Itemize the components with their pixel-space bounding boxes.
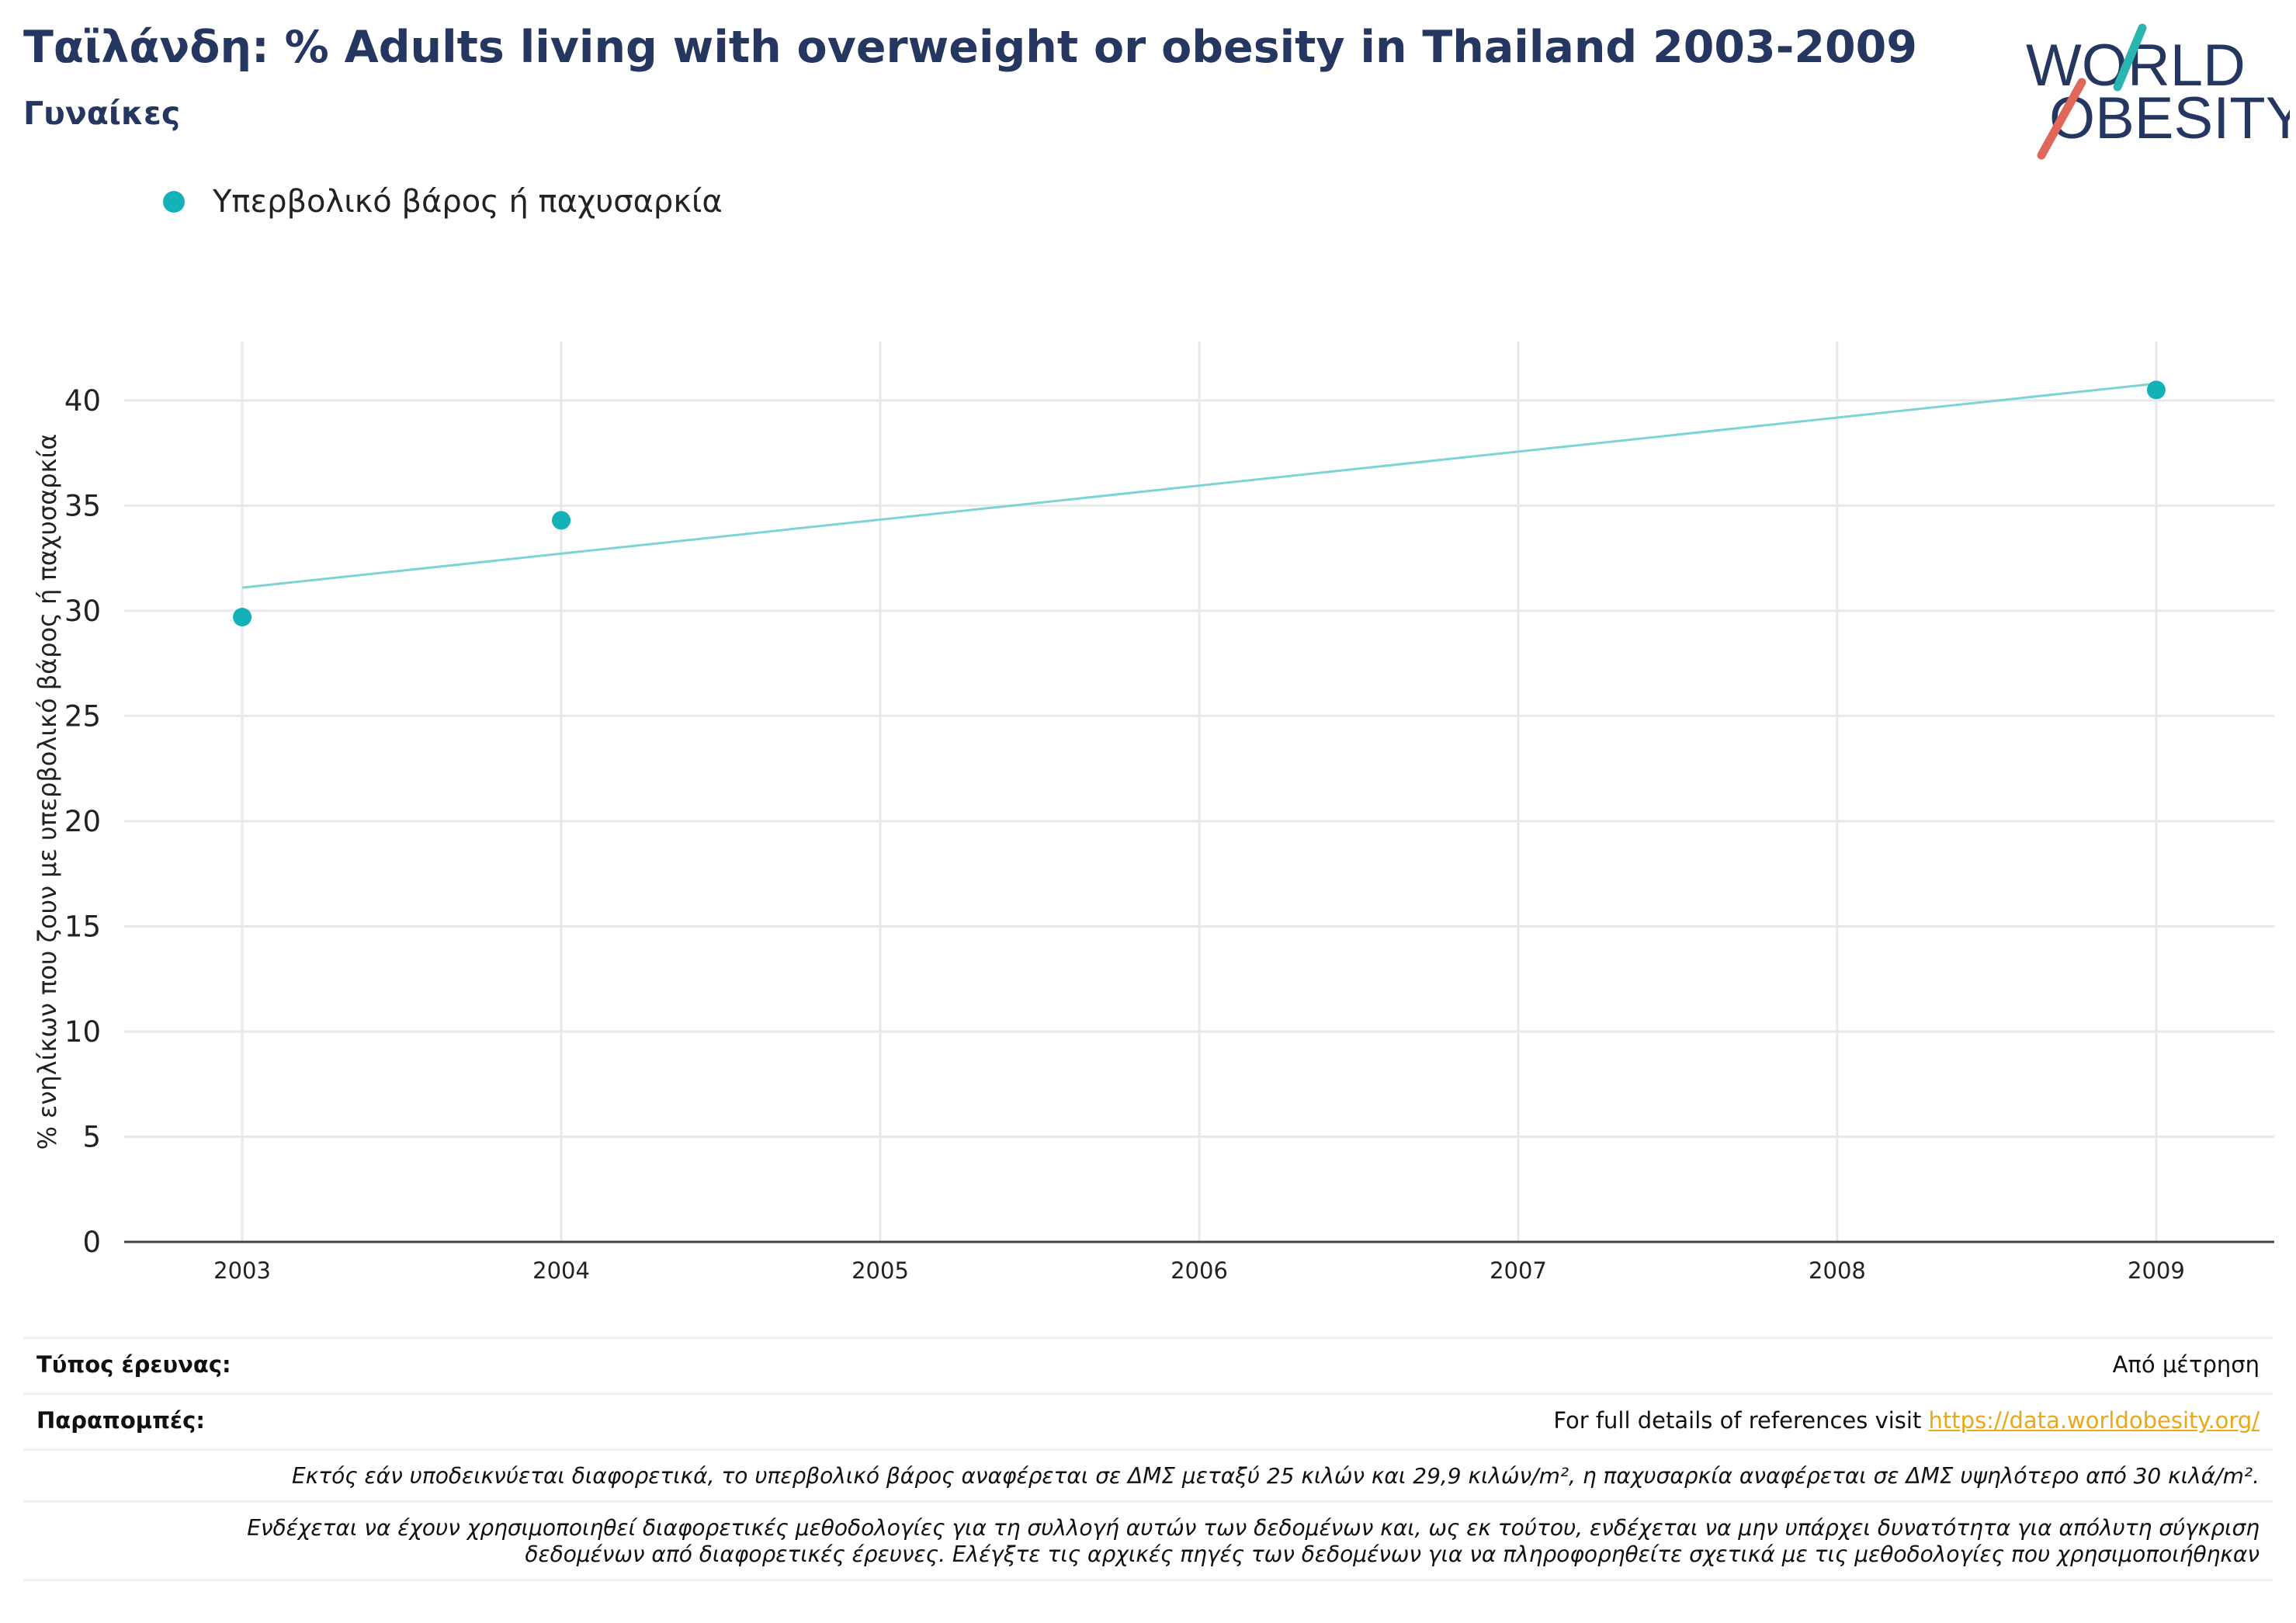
y-tick-label: 30 — [64, 595, 101, 628]
world-obesity-logo: WORLD OBESITY — [2026, 23, 2290, 160]
references-row: Παραπομπές: For full details of referenc… — [23, 1392, 2273, 1448]
chart-title: Ταϊλάνδη: % Adults living with overweigh… — [23, 22, 1918, 73]
info-table: Τύπος έρευνας: Από μέτρηση Παραπομπές: F… — [23, 1337, 2273, 1581]
y-tick-label: 0 — [82, 1226, 101, 1259]
y-axis-title: % ενηλίκων που ζουν με υπερβολικό βάρος … — [33, 434, 62, 1150]
data-point — [233, 608, 252, 627]
references-value: For full details of references visit htt… — [1553, 1407, 2260, 1434]
x-tick-label: 2003 — [213, 1257, 271, 1284]
y-tick-label: 40 — [64, 384, 101, 418]
methodology-note-line1: Ενδέχεται να έχουν χρησιμοποιηθεί διαφορ… — [247, 1515, 2260, 1541]
x-tick-label: 2009 — [2128, 1257, 2185, 1284]
chart-subtitle: Γυναίκες — [23, 95, 181, 132]
survey-type-row: Τύπος έρευνας: Από μέτρηση — [23, 1337, 2273, 1392]
bmi-note-row: Εκτός εάν υποδεικνύεται διαφορετικά, το … — [23, 1448, 2273, 1500]
methodology-note-row: Ενδέχεται να έχουν χρησιμοποιηθεί διαφορ… — [23, 1500, 2273, 1579]
x-tick-label: 2005 — [851, 1257, 909, 1284]
references-text: For full details of references visit — [1553, 1407, 1929, 1434]
survey-type-value: Από μέτρηση — [2112, 1351, 2260, 1378]
methodology-note: Ενδέχεται να έχουν χρησιμοποιηθεί διαφορ… — [23, 1503, 2273, 1579]
logo-slash-teal — [2113, 23, 2147, 92]
legend: Υπερβολικό βάρος ή παχυσαρκία — [163, 182, 723, 221]
chart-plot: 0 5 10 15 20 25 30 35 40 2003 2004 2005 2006 2007 2008… — [33, 342, 2274, 1284]
y-tick-label: 10 — [64, 1015, 101, 1049]
y-tick-label: 35 — [64, 489, 101, 522]
x-tick-label: 2008 — [1809, 1257, 1866, 1284]
survey-type-label: Τύπος έρευνας: — [36, 1351, 231, 1378]
data-point — [2146, 380, 2166, 400]
legend-dot-icon — [163, 191, 185, 213]
data-point — [552, 511, 571, 530]
y-tick-label: 20 — [64, 805, 101, 838]
table-bottom-border — [23, 1579, 2273, 1581]
y-tick-label: 5 — [82, 1120, 101, 1153]
x-tick-label: 2004 — [532, 1257, 590, 1284]
references-label: Παραπομπές: — [36, 1407, 205, 1434]
trendline — [241, 382, 2157, 589]
logo-slash-red — [2037, 78, 2086, 160]
references-link[interactable]: https://data.worldobesity.org/ — [1928, 1407, 2260, 1434]
methodology-note-line2: δεδομένων από διαφορετικές έρευνες. Ελέγ… — [525, 1542, 2260, 1567]
logo-word-obesity: OBESITY — [2049, 85, 2290, 151]
x-tick-label: 2006 — [1171, 1257, 1228, 1284]
y-tick-label: 15 — [64, 910, 101, 943]
x-tick-label: 2007 — [1490, 1257, 1547, 1284]
y-tick-label: 25 — [64, 699, 101, 733]
legend-label: Υπερβολικό βάρος ή παχυσαρκία — [213, 184, 723, 220]
bmi-note: Εκτός εάν υποδεικνύεται διαφορετικά, το … — [292, 1463, 2260, 1489]
